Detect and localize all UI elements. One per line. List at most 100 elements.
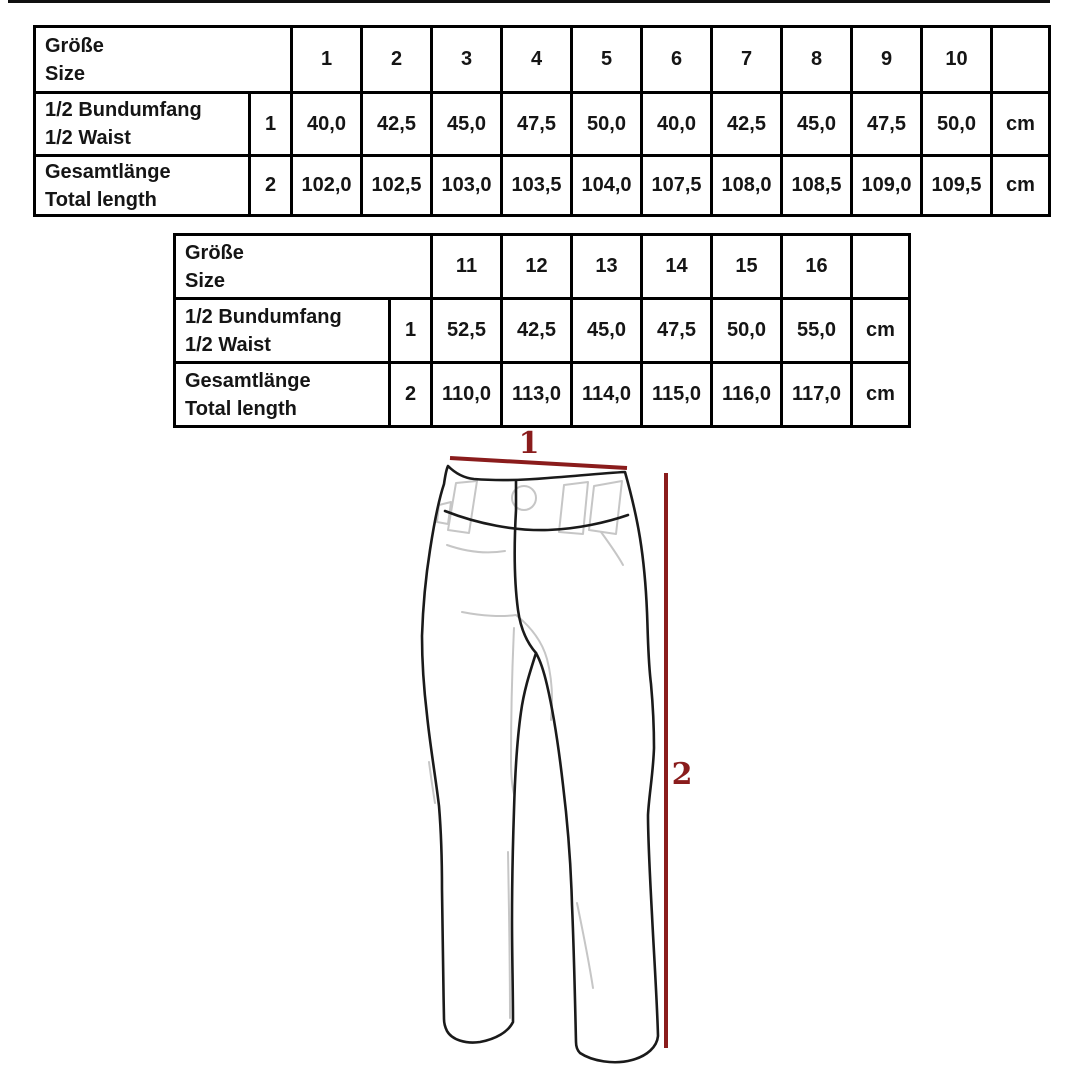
table-row-header: Größe Size 1 2 3 4 5 6 7 8 9 10: [33, 25, 1051, 94]
size-label-de: Größe: [45, 34, 104, 57]
size-header-label: Größe Size: [173, 233, 433, 300]
measurement-value: 102,0: [290, 154, 363, 217]
measurement-value: 45,0: [780, 91, 853, 157]
size-header: 14: [640, 233, 713, 300]
row-label-waist: 1/2 Bundumfang 1/2 Waist: [173, 297, 391, 364]
row-number: 1: [248, 91, 293, 157]
measurement-value: 113,0: [500, 361, 573, 428]
size-header: 15: [710, 233, 783, 300]
row-label-de: 1/2 Bundumfang: [45, 99, 202, 121]
top-border-line: [8, 0, 1050, 3]
row-label-length: Gesamtlänge Total length: [173, 361, 391, 428]
crotch-crease-line: [510, 627, 515, 795]
unit-cell: cm: [850, 361, 911, 428]
measurement-value: 50,0: [710, 297, 783, 364]
measurement-value: 102,5: [360, 154, 433, 217]
measurement-value: 103,0: [430, 154, 503, 217]
row-label-en: Total length: [45, 188, 157, 211]
row-label-en: 1/2 Waist: [45, 127, 131, 149]
table-row-header: Größe Size 11 12 13 14 15 16: [173, 233, 911, 300]
empty-header-cell: [850, 233, 911, 300]
measurement-value: 109,5: [920, 154, 993, 217]
measure-label-1: 1: [519, 426, 540, 461]
measurement-value: 117,0: [780, 361, 853, 428]
measurement-value: 47,5: [500, 91, 573, 157]
button-icon: [511, 485, 537, 511]
size-header: 8: [780, 25, 853, 94]
waistband-seam: [443, 509, 630, 532]
measurement-value: 114,0: [570, 361, 643, 428]
measure-label-2: 2: [672, 757, 693, 792]
size-label-de: Größe: [185, 241, 244, 264]
row-number: 1: [388, 297, 433, 364]
measurement-value: 104,0: [570, 154, 643, 217]
belt-loop-right: [588, 480, 623, 535]
belt-loop-center: [558, 481, 589, 535]
row-label-en: 1/2 Waist: [185, 333, 271, 356]
size-table-1: Größe Size 1 2 3 4 5 6 7 8 9 10 1/2 Bund…: [33, 25, 1051, 217]
measurement-value: 45,0: [430, 91, 503, 157]
trousers-outline: [420, 464, 660, 1064]
size-header: 10: [920, 25, 993, 94]
leg-crease-right: [576, 902, 594, 989]
thigh-crease-left: [428, 761, 436, 804]
measurement-value: 47,5: [850, 91, 923, 157]
size-header: 13: [570, 233, 643, 300]
empty-header-cell: [990, 25, 1051, 94]
measurement-value: 52,5: [430, 297, 503, 364]
size-header: 4: [500, 25, 573, 94]
size-header: 11: [430, 233, 503, 300]
size-header: 16: [780, 233, 853, 300]
size-label-en: Size: [185, 269, 226, 292]
unit-cell: cm: [990, 154, 1051, 217]
size-header-label: Größe Size: [33, 25, 293, 94]
measurement-value: 108,5: [780, 154, 853, 217]
size-label-en: Size: [45, 62, 86, 85]
belt-loop-far-left: [436, 501, 452, 525]
size-table-2: Größe Size 11 12 13 14 15 16 1/2 Bundumf…: [173, 233, 911, 428]
measurement-value: 103,5: [500, 154, 573, 217]
row-label-de: Gesamtlänge: [185, 369, 311, 392]
measurement-value: 40,0: [640, 91, 713, 157]
measurement-value: 42,5: [360, 91, 433, 157]
size-header: 12: [500, 233, 573, 300]
fly-seam: [513, 479, 538, 655]
measurement-value: 42,5: [710, 91, 783, 157]
measurement-value: 107,5: [640, 154, 713, 217]
row-label-en: Total length: [185, 397, 297, 420]
table-row-waist: 1/2 Bundumfang 1/2 Waist 1 40,0 42,5 45,…: [33, 91, 1051, 157]
measurement-value: 109,0: [850, 154, 923, 217]
measurement-value: 55,0: [780, 297, 853, 364]
row-number: 2: [248, 154, 293, 217]
measurement-value: 115,0: [640, 361, 713, 428]
row-label-de: Gesamtlänge: [45, 160, 171, 183]
leg-crease-left: [507, 851, 511, 1019]
pocket-lining-line: [461, 611, 553, 721]
table-row-length: Gesamtlänge Total length 2 102,0 102,5 1…: [33, 154, 1051, 217]
size-header: 2: [360, 25, 433, 94]
measurement-value: 47,5: [640, 297, 713, 364]
measurement-value: 110,0: [430, 361, 503, 428]
size-header: 3: [430, 25, 503, 94]
size-header: 9: [850, 25, 923, 94]
pocket-line-right: [600, 531, 624, 566]
table-row-length: Gesamtlänge Total length 2 110,0 113,0 1…: [173, 361, 911, 428]
row-label-de: 1/2 Bundumfang: [185, 305, 342, 328]
hip-crease-left: [446, 544, 506, 554]
measurement-value: 108,0: [710, 154, 783, 217]
measurement-value: 116,0: [710, 361, 783, 428]
measurement-value: 40,0: [290, 91, 363, 157]
unit-cell: cm: [850, 297, 911, 364]
measurement-value: 42,5: [500, 297, 573, 364]
row-label-waist: 1/2 Bundumfang 1/2 Waist: [33, 91, 251, 157]
row-number: 2: [388, 361, 433, 428]
size-header: 7: [710, 25, 783, 94]
belt-loop-left: [447, 480, 478, 534]
measurement-value: 50,0: [920, 91, 993, 157]
size-header: 1: [290, 25, 363, 94]
unit-cell: cm: [990, 91, 1051, 157]
measure-line-1: [449, 456, 628, 470]
size-header: 6: [640, 25, 713, 94]
table-row-waist: 1/2 Bundumfang 1/2 Waist 1 52,5 42,5 45,…: [173, 297, 911, 364]
